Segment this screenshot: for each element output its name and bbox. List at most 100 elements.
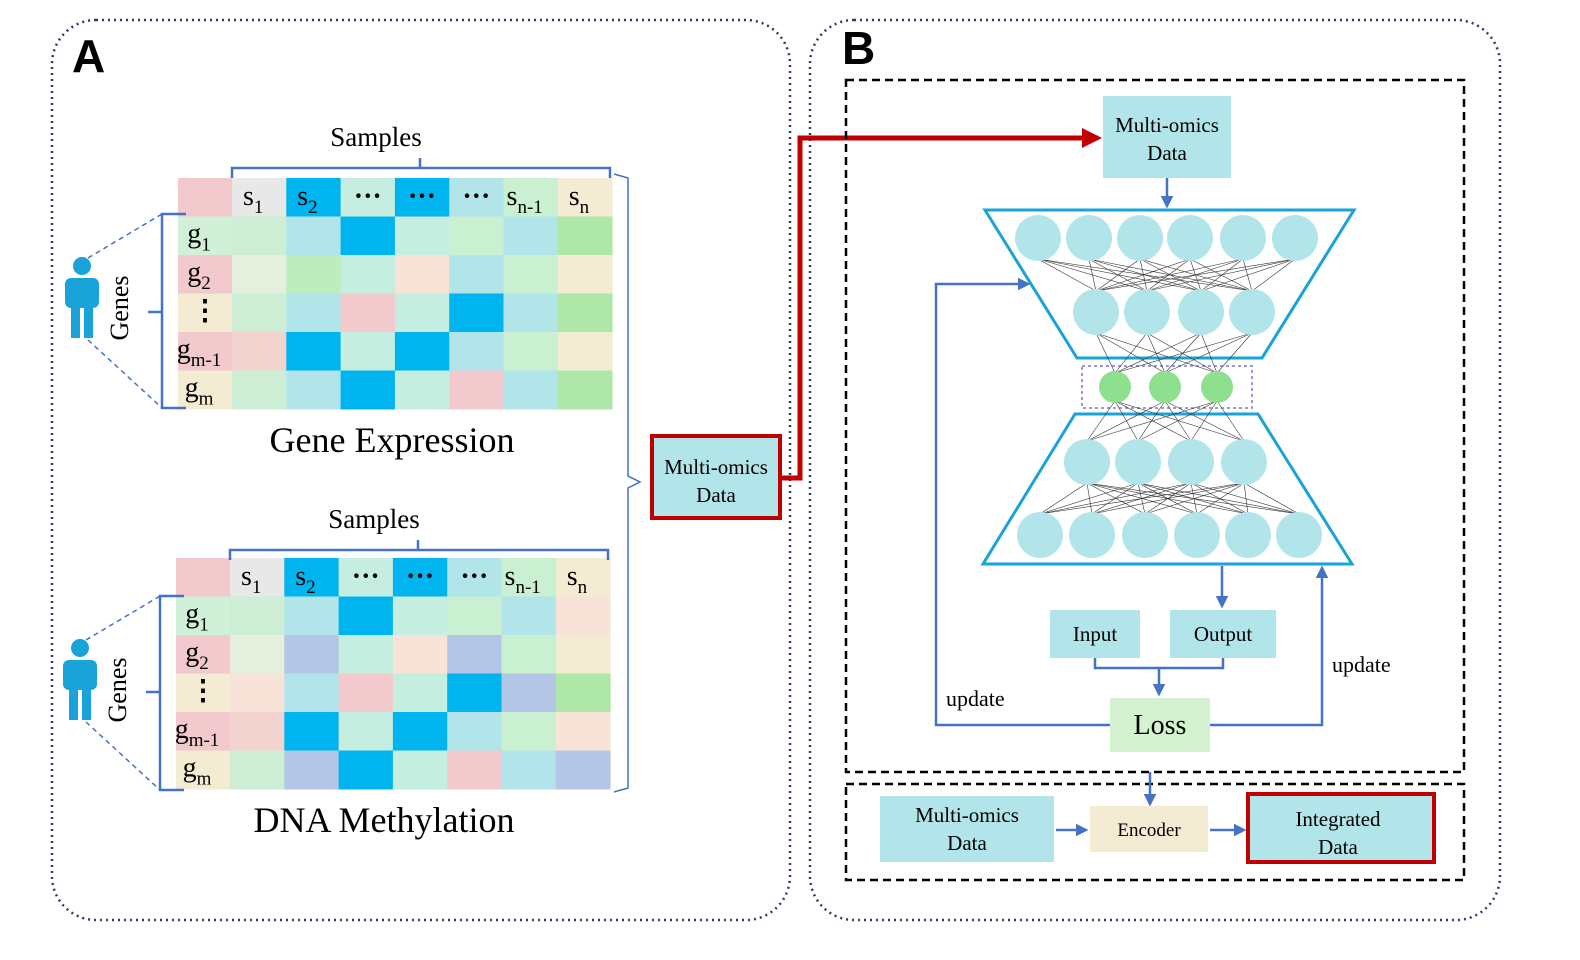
row-header: gm-1 bbox=[177, 334, 222, 371]
row-header: g2 bbox=[185, 637, 209, 674]
panel-b-frame bbox=[808, 18, 1502, 922]
column-header-cell bbox=[394, 178, 450, 217]
matrix-cell bbox=[286, 216, 342, 256]
network-edge bbox=[1088, 258, 1097, 292]
network-node bbox=[1220, 215, 1266, 261]
matrix-cell bbox=[392, 635, 448, 674]
network-edge bbox=[1146, 332, 1218, 374]
matrix-cell bbox=[557, 293, 613, 333]
network-edge bbox=[1095, 258, 1296, 292]
network-node bbox=[1229, 289, 1275, 335]
matrix-cell bbox=[447, 712, 502, 751]
column-header-cell bbox=[230, 558, 285, 597]
matrix-cell bbox=[503, 216, 559, 256]
network-edge bbox=[1086, 400, 1218, 442]
network-edge bbox=[1146, 332, 1166, 374]
row-header-cell bbox=[178, 293, 232, 333]
column-header-cell bbox=[338, 558, 394, 597]
matrix-cell bbox=[340, 255, 396, 294]
row-header-cell bbox=[176, 750, 230, 790]
ge-samples-label: Samples bbox=[330, 122, 422, 152]
network-edge bbox=[1086, 400, 1166, 442]
network-edges bbox=[1037, 258, 1300, 515]
network-node bbox=[1174, 512, 1220, 558]
dm-person-line-top bbox=[85, 595, 161, 641]
matrix-cell bbox=[340, 293, 396, 333]
network-node bbox=[1122, 512, 1168, 558]
network-node bbox=[1115, 439, 1161, 485]
network-node bbox=[1069, 512, 1115, 558]
dm-title: DNA Methylation bbox=[254, 800, 515, 840]
matrix-cell bbox=[230, 750, 285, 790]
person-icon bbox=[63, 639, 97, 720]
network-edge bbox=[1095, 258, 1244, 292]
network-edge bbox=[1039, 482, 1139, 515]
row-header: g1 bbox=[185, 599, 209, 636]
latent-box bbox=[1081, 365, 1253, 409]
matrix-cell bbox=[449, 293, 504, 333]
network-edge bbox=[1086, 400, 1116, 442]
column-header: ··· bbox=[408, 181, 436, 212]
matrix-cell bbox=[501, 712, 557, 751]
loss-label: Loss bbox=[1134, 710, 1187, 741]
matrix-cell bbox=[338, 596, 394, 636]
column-header: sn-1 bbox=[505, 561, 541, 598]
column-header-cell bbox=[340, 178, 396, 217]
dm-genes-label: Genes bbox=[103, 658, 132, 723]
column-header: s2 bbox=[297, 181, 317, 218]
matrix-cell bbox=[338, 673, 394, 713]
matrix-cell bbox=[394, 293, 450, 333]
matrix-cell bbox=[230, 635, 285, 674]
network-edge bbox=[1164, 400, 1245, 442]
integrated-data-box bbox=[1246, 792, 1436, 864]
matrix-cell bbox=[557, 255, 613, 294]
row-header-cell bbox=[178, 216, 232, 256]
network-node bbox=[1066, 215, 1112, 261]
matrix-cell bbox=[449, 216, 504, 256]
matrix-cell bbox=[501, 673, 557, 713]
network-edge bbox=[1039, 482, 1245, 515]
encoder-label: Encoder bbox=[1117, 820, 1181, 841]
column-header: ··· bbox=[406, 561, 434, 592]
latent-node bbox=[1201, 371, 1233, 403]
network-edge bbox=[1114, 332, 1202, 374]
network-edge bbox=[1216, 332, 1253, 374]
matrix-cell bbox=[447, 673, 502, 713]
ge-person-line-top bbox=[87, 213, 163, 259]
row-header-cell bbox=[176, 673, 230, 713]
panel-a-label: A bbox=[72, 30, 105, 82]
matrix-cell bbox=[392, 712, 448, 751]
training-region bbox=[844, 78, 1466, 774]
update-right-label: update bbox=[1332, 652, 1391, 677]
network-edge bbox=[1243, 482, 1300, 515]
network-edge bbox=[1196, 482, 1245, 515]
dm-person-line-bottom bbox=[85, 721, 161, 791]
matrix-cell bbox=[392, 673, 448, 713]
matrix-cell bbox=[286, 332, 342, 371]
dm-samples-label: Samples bbox=[328, 504, 420, 534]
matrix-cell bbox=[284, 712, 340, 751]
output-box bbox=[1170, 610, 1276, 658]
ge-samples-brace bbox=[230, 158, 612, 178]
matrix-cell bbox=[232, 370, 287, 410]
matrices-join-brace bbox=[613, 173, 642, 793]
integrated-line1: Integrated bbox=[1295, 807, 1381, 831]
network-edge bbox=[1095, 332, 1218, 374]
column-header-cell bbox=[447, 558, 502, 597]
multiomics-box-a bbox=[650, 434, 782, 520]
matrix-cell bbox=[338, 635, 394, 674]
dm-samples-brace bbox=[228, 540, 610, 560]
network-edge bbox=[1037, 258, 1097, 292]
matrix-cell bbox=[503, 255, 559, 294]
network-edge bbox=[1146, 258, 1296, 292]
network-edge bbox=[1114, 332, 1148, 374]
matrix-cell bbox=[503, 332, 559, 371]
matrix-cell bbox=[503, 293, 559, 333]
network-node bbox=[1064, 439, 1110, 485]
column-header-cell bbox=[232, 178, 287, 217]
column-header-cell bbox=[392, 558, 448, 597]
matrix-cell bbox=[447, 635, 502, 674]
multiomics-bottom-line2: Data bbox=[947, 831, 987, 855]
matrix-cell bbox=[449, 255, 504, 294]
